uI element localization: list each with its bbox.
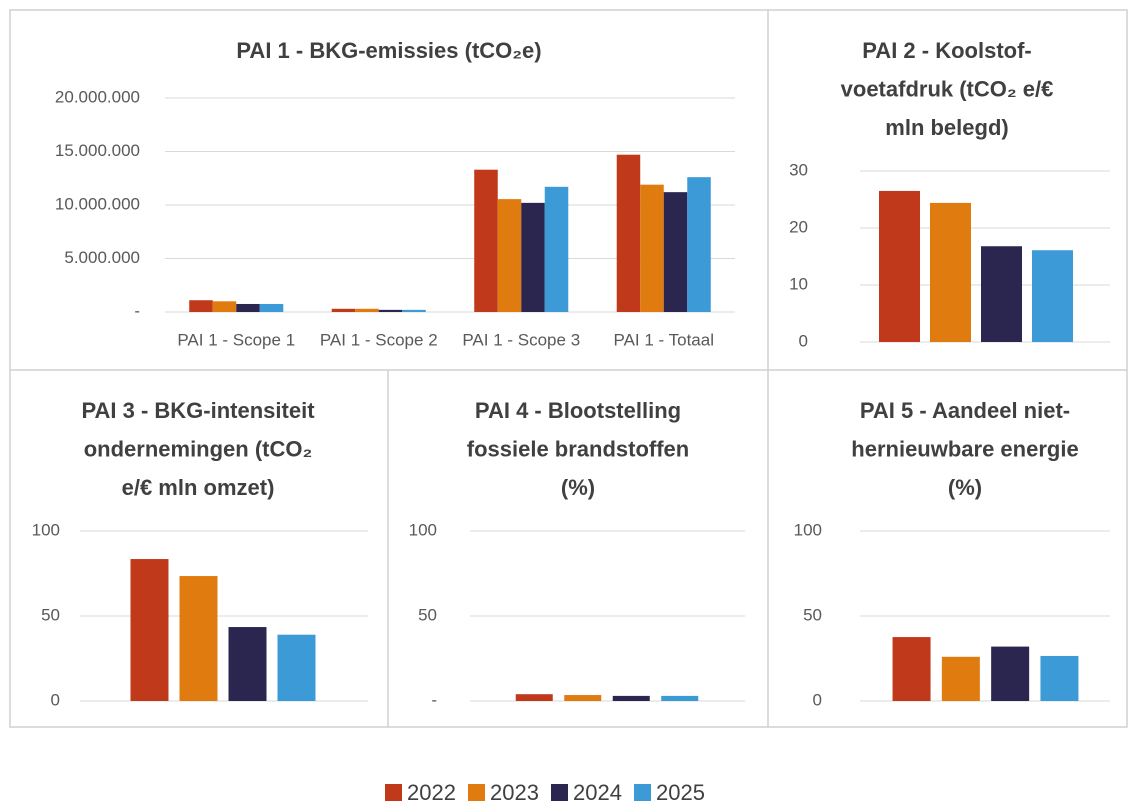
bar bbox=[616, 154, 641, 312]
bar bbox=[981, 246, 1022, 342]
bar bbox=[259, 303, 284, 312]
bar bbox=[564, 695, 602, 701]
legend-label: 2022 bbox=[407, 780, 456, 803]
chart-title: hernieuwbare energie bbox=[851, 436, 1078, 461]
bar bbox=[331, 308, 356, 312]
chart-title: e/€ mln omzet) bbox=[122, 475, 275, 500]
legend-swatch bbox=[551, 784, 568, 801]
bar bbox=[991, 646, 1030, 701]
y-tick-label: 0 bbox=[799, 331, 808, 350]
y-tick-label: 50 bbox=[803, 605, 822, 624]
legend-swatch bbox=[385, 784, 402, 801]
bar bbox=[236, 303, 260, 312]
bar bbox=[544, 186, 569, 312]
chart-title: PAI 3 - BKG-intensiteit bbox=[81, 398, 315, 423]
y-tick-label: 10 bbox=[789, 274, 808, 293]
bar bbox=[892, 637, 931, 701]
bar bbox=[189, 300, 213, 312]
legend-label: 2024 bbox=[573, 780, 622, 803]
bar bbox=[402, 309, 426, 312]
y-tick-label: - bbox=[134, 301, 140, 320]
y-tick-label: 0 bbox=[813, 690, 822, 709]
chart-title: fossiele brandstoffen bbox=[467, 436, 689, 461]
bar bbox=[640, 184, 664, 312]
y-tick-label: 20 bbox=[789, 217, 808, 236]
bar bbox=[879, 190, 920, 342]
bar bbox=[228, 627, 267, 701]
chart-title: (%) bbox=[948, 475, 982, 500]
y-tick-label: 10.000.000 bbox=[55, 194, 140, 213]
bar bbox=[378, 309, 403, 312]
y-tick-label: 15.000.000 bbox=[55, 141, 140, 160]
y-tick-label: 100 bbox=[32, 520, 60, 539]
y-tick-label: 0 bbox=[51, 690, 60, 709]
chart-title: (%) bbox=[561, 475, 595, 500]
legend-swatch bbox=[468, 784, 485, 801]
y-tick-label: 20.000.000 bbox=[55, 87, 140, 106]
bar bbox=[1040, 655, 1079, 701]
chart-title: PAI 4 - Blootstelling bbox=[475, 398, 681, 423]
bar bbox=[663, 192, 688, 312]
bar bbox=[661, 695, 699, 701]
y-tick-label: 5.000.000 bbox=[64, 248, 140, 267]
bar bbox=[612, 695, 650, 701]
x-tick-label: PAI 1 - Totaal bbox=[614, 330, 714, 349]
bar bbox=[355, 308, 379, 312]
bar bbox=[497, 199, 522, 312]
chart-title: PAI 1 - BKG-emissies (tCO₂e) bbox=[236, 38, 541, 63]
bar bbox=[474, 169, 498, 312]
legend-swatch bbox=[634, 784, 651, 801]
chart-title: mln belegd) bbox=[885, 115, 1008, 140]
x-tick-label: PAI 1 - Scope 2 bbox=[320, 330, 438, 349]
chart-title: ondernemingen (tCO₂ bbox=[84, 436, 313, 461]
bar bbox=[941, 656, 980, 701]
bar bbox=[515, 694, 553, 701]
chart-title: PAI 2 - Koolstof- bbox=[862, 38, 1031, 63]
bar bbox=[212, 301, 237, 312]
y-tick-label: 50 bbox=[418, 605, 437, 624]
bar bbox=[521, 202, 545, 312]
legend-label: 2025 bbox=[656, 780, 705, 803]
y-tick-label: 30 bbox=[789, 160, 808, 179]
bar bbox=[277, 634, 316, 701]
chart-title: voetafdruk (tCO₂ e/€ bbox=[841, 76, 1054, 101]
bar bbox=[687, 177, 711, 312]
frame bbox=[9, 9, 1128, 728]
bar bbox=[930, 202, 971, 342]
y-tick-label: 100 bbox=[409, 520, 437, 539]
chart-title: PAI 5 - Aandeel niet- bbox=[860, 398, 1070, 423]
y-tick-label: 100 bbox=[794, 520, 822, 539]
x-tick-label: PAI 1 - Scope 1 bbox=[177, 330, 295, 349]
x-tick-label: PAI 1 - Scope 3 bbox=[462, 330, 580, 349]
bar bbox=[179, 576, 218, 701]
y-tick-label: 50 bbox=[41, 605, 60, 624]
y-tick-label: - bbox=[431, 690, 437, 709]
legend-label: 2023 bbox=[490, 780, 539, 803]
bar bbox=[1032, 250, 1073, 342]
bar bbox=[130, 559, 169, 701]
